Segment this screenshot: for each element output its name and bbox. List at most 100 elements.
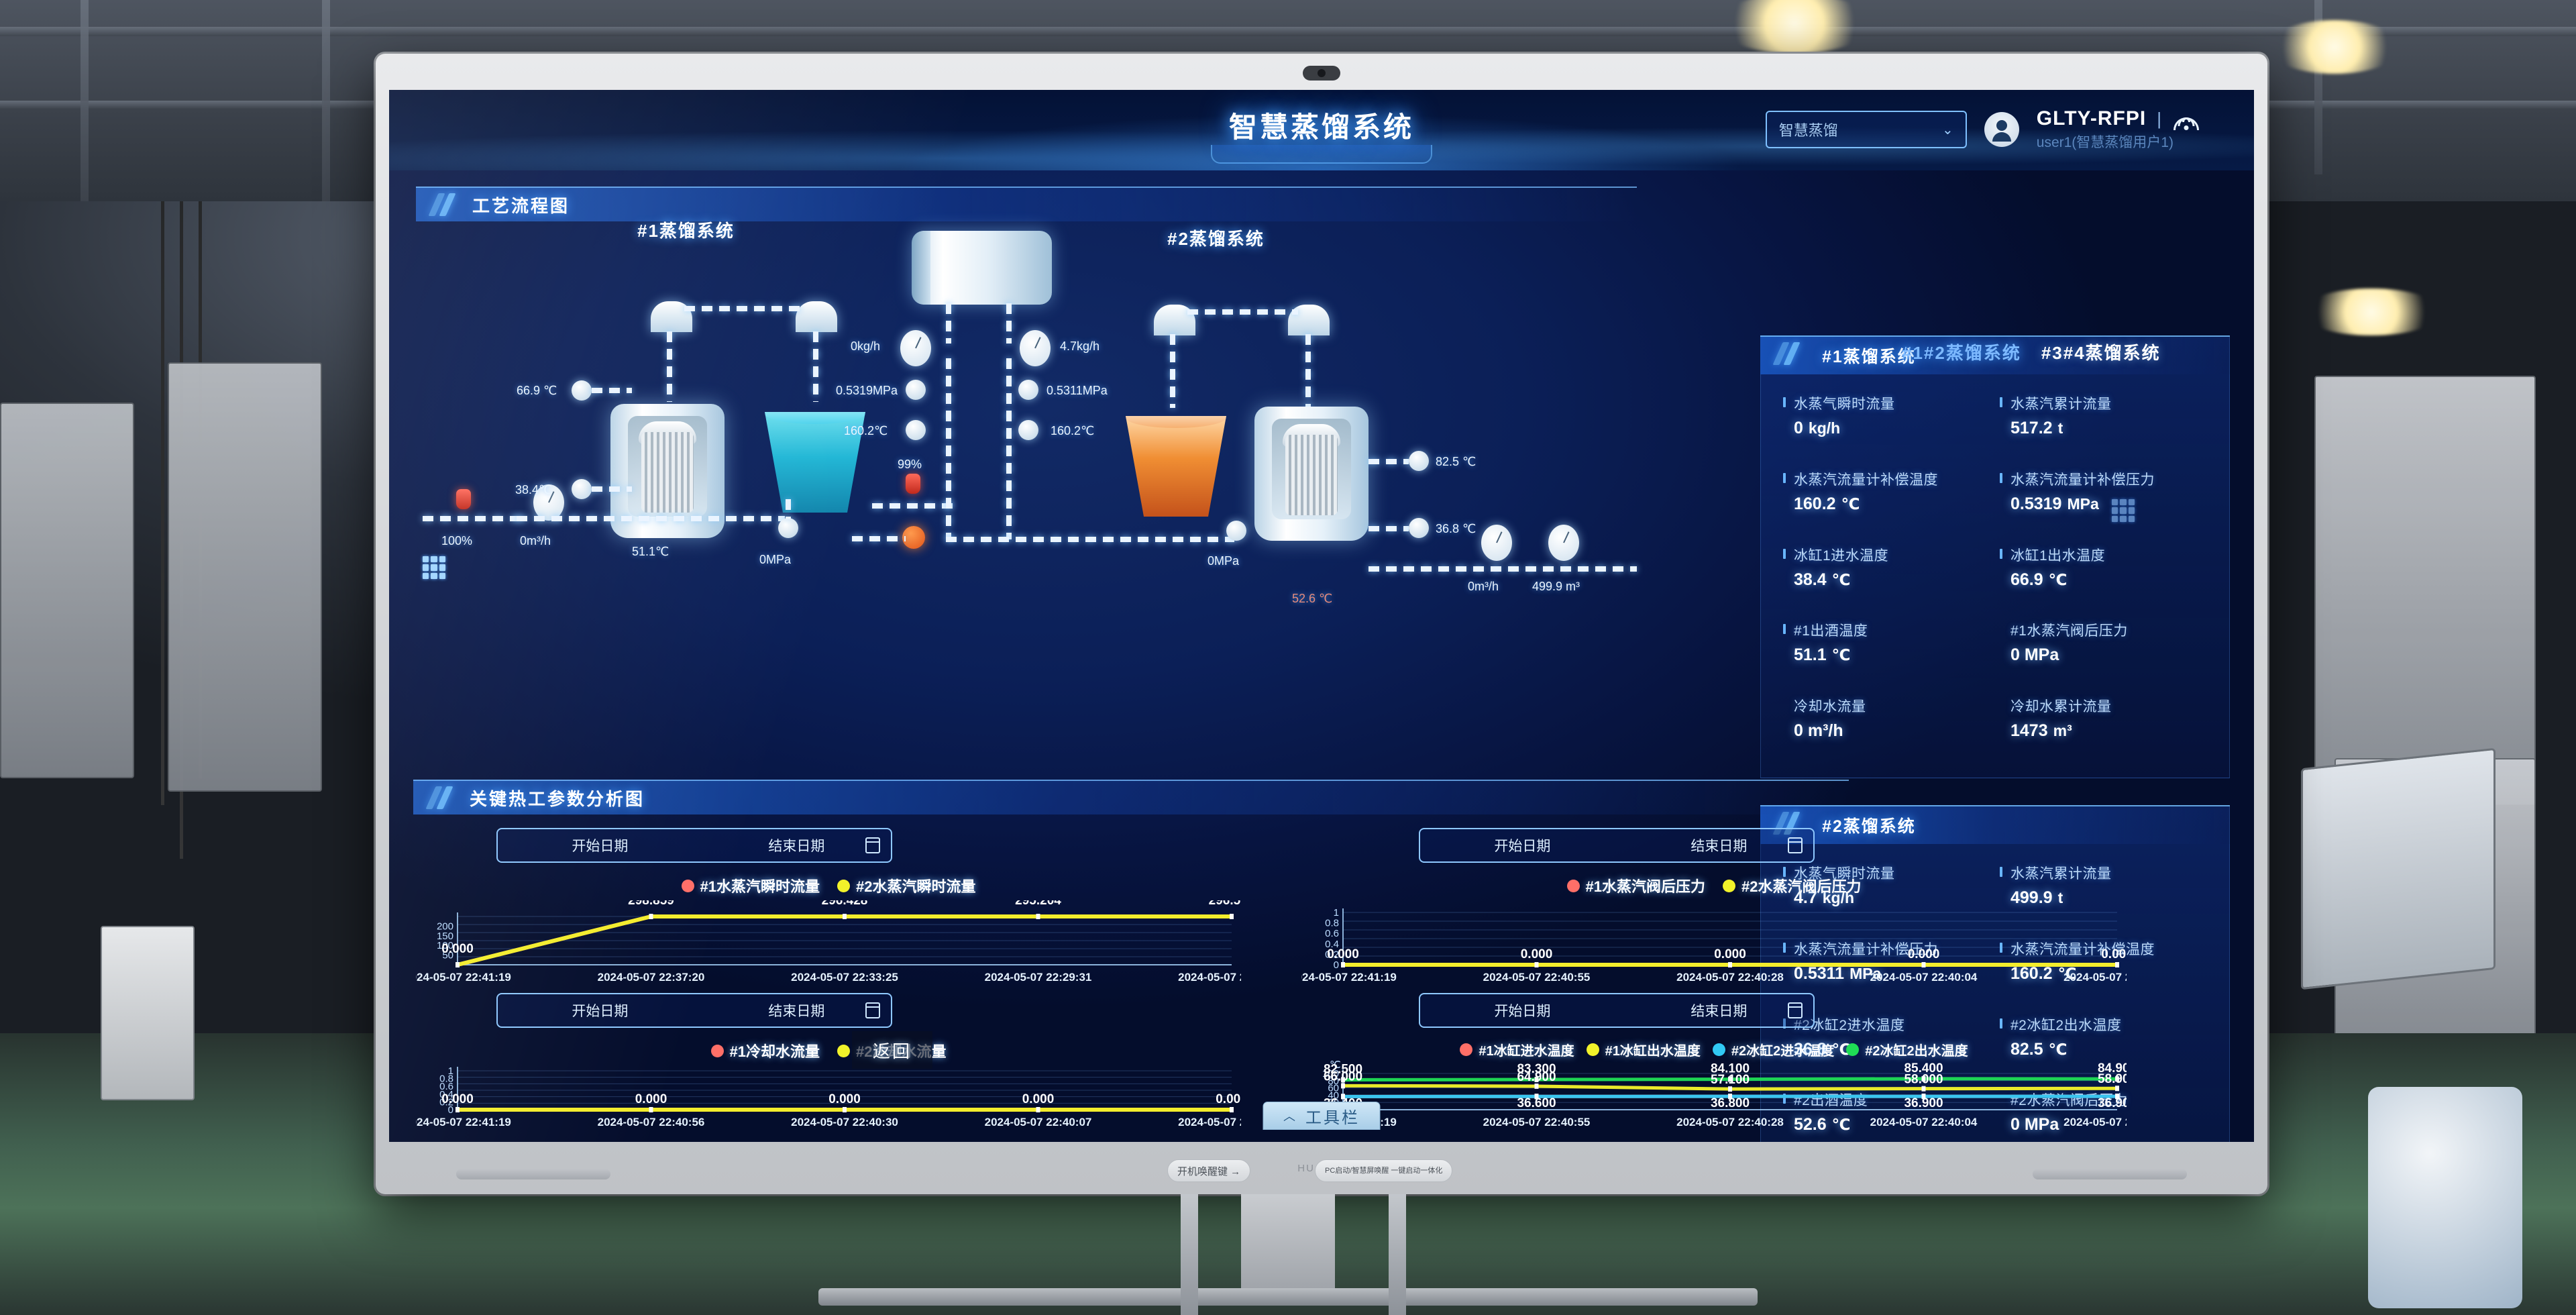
- date-range-picker-1[interactable]: 开始日期 结束日期: [496, 828, 892, 863]
- date-range-picker-2[interactable]: 开始日期 结束日期: [496, 993, 892, 1028]
- stat-item: 水蒸汽累计流量 517.2 t: [2000, 393, 2216, 466]
- legend-item: #1冰缸出水温度: [1586, 1040, 1701, 1059]
- cooling-total-gauge-2: [1548, 525, 1579, 561]
- tab-system-1-2[interactable]: #1#2蒸馏系统: [1902, 343, 2021, 363]
- grid-menu-icon[interactable]: [423, 556, 445, 579]
- pipe: [667, 331, 672, 402]
- stat-label: #1水蒸汽阀后压力: [2010, 623, 2128, 639]
- calendar-icon[interactable]: [1788, 837, 1803, 853]
- svg-text:66.000: 66.000: [1324, 1069, 1362, 1084]
- start-date-label: 开始日期: [572, 1004, 629, 1019]
- start-date-label: 开始日期: [572, 839, 629, 854]
- pressure-valve-icon: [906, 380, 926, 400]
- temp-sensor-icon: [1409, 518, 1429, 538]
- legend-label: #1水蒸汽阀后压力: [1585, 878, 1705, 895]
- stat-value: 0 kg/h: [1794, 419, 1841, 437]
- flow-inlet-temp-2: 36.8 ℃: [1436, 522, 1477, 535]
- flow-outlet-temp-1: 66.9 ℃: [517, 384, 557, 397]
- avatar[interactable]: [1984, 112, 2019, 147]
- pipe: [1368, 526, 1409, 531]
- calendar-icon[interactable]: [865, 1002, 880, 1018]
- end-date-label: 结束日期: [768, 839, 825, 854]
- chart-cooling-water-flow[interactable]: 00.20.40.60.81 0.000 0.000 0.000 0.000 0.000 2…: [416, 1061, 1241, 1133]
- svg-text:57.100: 57.100: [1711, 1073, 1750, 1087]
- toolbar-button[interactable]: ︿ 工具栏: [1263, 1102, 1381, 1130]
- stat-label: 水蒸汽流量计补偿温度: [2010, 941, 2155, 957]
- still-vessel-1: [610, 404, 724, 538]
- svg-text:0.000: 0.000: [1327, 947, 1359, 961]
- svg-text:36.900: 36.900: [1904, 1096, 1943, 1110]
- svg-text:0.000: 0.000: [828, 1092, 861, 1106]
- mascot-figure: [2368, 1087, 2522, 1308]
- chart-2-legend: #1冷却水流量 #2冷却水流量: [416, 1040, 1241, 1061]
- stat-value: 160.2 ℃: [2010, 963, 2077, 983]
- analysis-panel: 关键热工参数分析图: [413, 780, 1849, 824]
- svg-text:0.000: 0.000: [2101, 947, 2127, 961]
- svg-text:1: 1: [1334, 907, 1339, 918]
- temp-sensor-icon: [572, 380, 592, 401]
- process-flow-title: 工艺流程图: [472, 195, 570, 216]
- svg-text:0.2: 0.2: [1325, 949, 1339, 960]
- separator: |: [2157, 108, 2161, 129]
- stat-label: 水蒸汽流量计补偿温度: [1794, 472, 1938, 488]
- ceiling-lamp: [2267, 20, 2402, 74]
- equipment-rack-left: [0, 403, 134, 778]
- pipe: [684, 306, 805, 311]
- svg-text:36.800: 36.800: [1711, 1096, 1750, 1110]
- legend-item: #1水蒸汽瞬时流量: [681, 875, 820, 896]
- end-date-label: 结束日期: [1690, 1004, 1748, 1019]
- chart-steam-valve-pressure[interactable]: 00.20.40.60.81 0.000 0.000 0.000 0.000 0.000 2…: [1301, 900, 2127, 988]
- system-select-dropdown[interactable]: 智慧蒸馏 ⌄: [1765, 111, 1967, 148]
- tab-system-3-4[interactable]: #3#4蒸馏系统: [2041, 343, 2161, 363]
- svg-text:64.900: 64.900: [1517, 1070, 1556, 1084]
- pipe: [1006, 303, 1012, 344]
- chart-ice-tank-temps[interactable]: 020406080100℃82.50083.30084.10085.40084.…: [1301, 1060, 2127, 1133]
- charts-area: 开始日期 结束日期 #1水蒸汽瞬时流量 #2水蒸汽瞬时流量 50 100 150 20…: [416, 825, 2153, 1134]
- flow-steam-temp-2: 160.2℃: [1051, 424, 1095, 437]
- date-range-picker-4[interactable]: 开始日期 结束日期: [1419, 993, 1815, 1028]
- monitor-stand-base: [818, 1288, 1758, 1306]
- flow-press-after-valve-1: 0MPa: [759, 553, 792, 566]
- monitor-chin: HUAWEI 开机唤醒键 → PC启动/智慧屏唤醒 一键启动一体化: [376, 1142, 2267, 1194]
- still-vessel-2: [1254, 407, 1368, 541]
- power-hint-pill: 开机唤醒键 →: [1167, 1159, 1251, 1182]
- flow-out-liquor-temp-1: 51.1℃: [632, 545, 669, 558]
- pipe: [517, 516, 785, 521]
- svg-text:2024-05-07 22:40:07: 2024-05-07 22:40:07: [985, 1116, 1092, 1128]
- svg-text:298.859: 298.859: [628, 900, 674, 908]
- chevron-decoration-icon: [1772, 342, 1807, 365]
- svg-text:150: 150: [437, 931, 453, 942]
- calendar-icon[interactable]: [1788, 1002, 1803, 1018]
- dashboard: 智慧蒸馏系统 智慧蒸馏 ⌄ GLTY-RFPI | user1(: [389, 90, 2254, 1142]
- stand-leg: [1389, 1194, 1406, 1315]
- stat-value: 0.5319 MPa: [2010, 494, 2099, 513]
- flow-steam-press-1: 0.5319MPa: [836, 384, 898, 397]
- date-range-picker-3[interactable]: 开始日期 结束日期: [1419, 828, 1815, 863]
- stat-value: 499.9 t: [2010, 888, 2063, 907]
- hanging-cable: [161, 201, 164, 805]
- stat-panel-1-grid: 水蒸气瞬时流量 0 kg/h 水蒸汽累计流量 517.2 t 水蒸汽流量计补偿温度 …: [1783, 393, 2216, 769]
- legend-item: #2水蒸汽瞬时流量: [837, 875, 975, 896]
- svg-text:296.579: 296.579: [1209, 900, 1241, 908]
- end-date-label: 结束日期: [1690, 839, 1748, 854]
- back-button[interactable]: 返回: [852, 1031, 932, 1069]
- flow-steam-press-2: 0.5311MPa: [1046, 384, 1108, 397]
- svg-text:0.000: 0.000: [441, 1092, 474, 1106]
- page-title: 智慧蒸馏系统: [1228, 111, 1415, 143]
- svg-text:84.100: 84.100: [1711, 1062, 1750, 1076]
- flow-cooling-flow-1: 0m³/h: [520, 534, 551, 547]
- svg-text:2024-05-07 22:40:56: 2024-05-07 22:40:56: [598, 1116, 705, 1128]
- svg-text:2024-05-07 22:40:55: 2024-05-07 22:40:55: [1483, 971, 1591, 984]
- stat-value: 160.2 ℃: [1794, 494, 1860, 513]
- svg-text:0.4: 0.4: [1325, 939, 1339, 950]
- stat-value: 517.2 t: [2010, 419, 2063, 437]
- control-valve-icon[interactable]: [902, 526, 925, 549]
- calendar-icon[interactable]: [865, 837, 880, 853]
- chart-steam-flow[interactable]: 50 100 150 200 0.000 298.859 296.428 295.204 296…: [416, 900, 1241, 988]
- svg-text:100: 100: [437, 940, 453, 951]
- analysis-panel-header: 关键热工参数分析图: [413, 780, 1849, 814]
- chart-1-legend: #1水蒸汽瞬时流量 #2水蒸汽瞬时流量: [416, 875, 1241, 896]
- flow-cool-flow-2: 0m³/h: [1468, 580, 1499, 593]
- stand-leg: [1181, 1194, 1198, 1315]
- flow-system1-title: #1蒸馏系统: [637, 221, 735, 241]
